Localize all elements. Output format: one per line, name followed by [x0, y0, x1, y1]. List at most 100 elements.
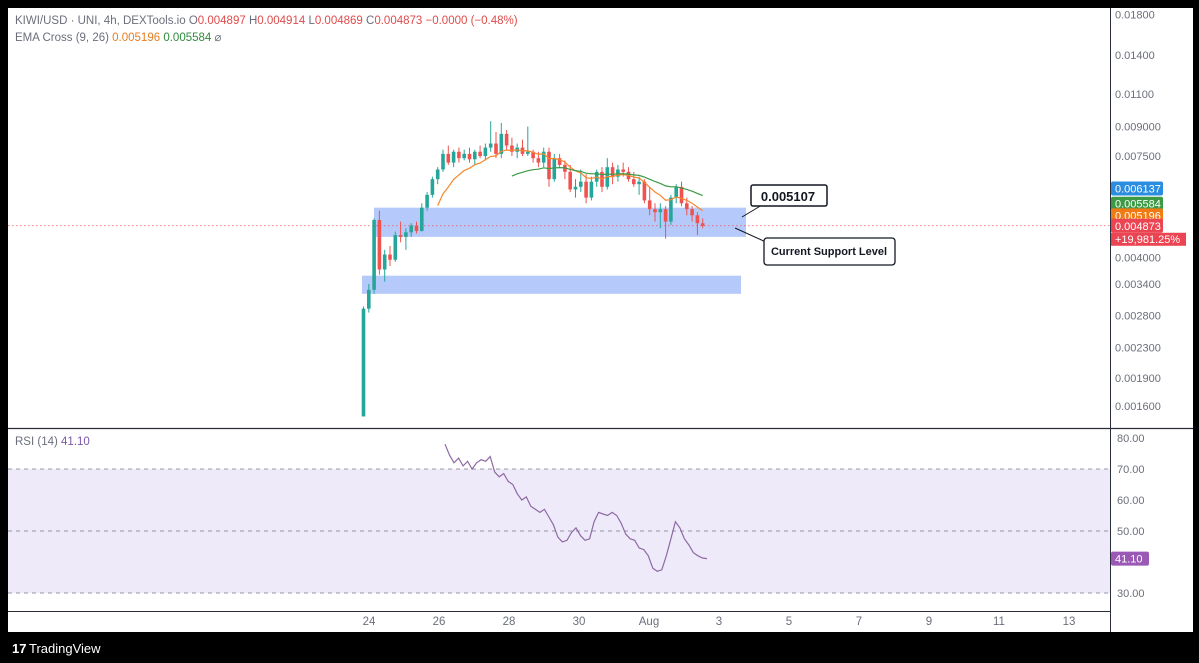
- candle-body: [690, 209, 694, 216]
- candle-body: [642, 181, 647, 201]
- tradingview-brand[interactable]: TradingView: [29, 641, 101, 656]
- candle-body: [499, 133, 504, 154]
- candle-body: [632, 179, 636, 185]
- symbol-legend[interactable]: KIWI/USD · UNI, 4h, DEXTools.io O0.00489…: [15, 15, 518, 27]
- candle-body: [388, 254, 392, 260]
- candle-body: [647, 200, 652, 210]
- ema-fast-value: 0.005196: [112, 32, 161, 44]
- candle-body: [361, 308, 366, 417]
- candle-body: [441, 153, 445, 170]
- rsi-tick-label: 30.00: [1117, 588, 1145, 600]
- price-tick-label: 0.003400: [1115, 279, 1161, 291]
- candle-body: [526, 151, 530, 154]
- low-value: 0.004869: [314, 15, 363, 27]
- candle-body: [467, 153, 472, 160]
- rsi-value: 41.10: [61, 436, 90, 448]
- price-badge-label: 0.005584: [1115, 199, 1161, 211]
- rsi-legend[interactable]: RSI (14) 41.10: [15, 436, 90, 448]
- price-badge: [1111, 196, 1163, 211]
- rsi-badge-label: 41.10: [1115, 554, 1143, 566]
- candle-body: [372, 220, 376, 290]
- support-label-text: Current Support Level: [771, 246, 887, 258]
- candle-body: [488, 143, 493, 148]
- candle-body: [409, 225, 413, 233]
- time-tick-label: 13: [1063, 616, 1076, 628]
- time-tick-label: 5: [786, 616, 792, 628]
- candle-body: [568, 171, 572, 190]
- time-tick-label: 7: [856, 616, 862, 628]
- candle-body: [504, 133, 509, 146]
- candle-body: [695, 215, 700, 224]
- candle-body: [653, 209, 657, 213]
- candle-body: [435, 169, 440, 180]
- rsi-badge: [1111, 551, 1149, 566]
- rsi-tick-label: 70.00: [1117, 464, 1145, 476]
- time-tick-label: Aug: [639, 616, 659, 628]
- rsi-tick-label: 60.00: [1117, 495, 1145, 507]
- candle-body: [552, 158, 557, 180]
- candle-body: [674, 186, 678, 198]
- candle-body: [398, 235, 403, 237]
- rsi-tick-label: 80.00: [1117, 433, 1145, 445]
- candle-body: [382, 254, 387, 270]
- candle-body: [483, 147, 488, 157]
- candle-body: [446, 153, 451, 163]
- support-label-box: [763, 237, 896, 266]
- support-zone-lower: [362, 275, 741, 294]
- candle-body: [579, 181, 583, 187]
- candle-body: [541, 151, 546, 163]
- candle-body: [573, 186, 578, 190]
- candle-body: [589, 181, 594, 198]
- candle-body: [478, 151, 482, 157]
- footer-bar: 17 TradingView: [0, 632, 1199, 663]
- candle-body: [531, 151, 535, 159]
- candle-body: [377, 220, 382, 270]
- candle-body: [451, 151, 456, 163]
- candle-body: [425, 194, 429, 208]
- candle-body: [658, 209, 663, 213]
- price-callout-box: [750, 184, 828, 207]
- close-label: C: [366, 15, 375, 27]
- rsi-tick-label: 50.00: [1117, 526, 1145, 538]
- time-tick-label: 30: [573, 616, 586, 628]
- price-badge: [1111, 181, 1163, 196]
- candle-body: [414, 225, 419, 231]
- pct-change-label: +19,981.25%: [1115, 234, 1180, 246]
- open-value: 0.004897: [197, 15, 246, 27]
- time-tick-label: 24: [363, 616, 376, 628]
- rsi-band: [8, 469, 1110, 593]
- price-tick-label: 0.001600: [1115, 401, 1161, 413]
- price-tick-label: 0.01800: [1115, 9, 1155, 21]
- candle-body: [462, 153, 466, 159]
- candle-body: [663, 209, 668, 222]
- symbol-title: KIWI/USD · UNI, 4h, DEXTools.io: [15, 15, 186, 27]
- candle-body: [679, 186, 684, 204]
- candle-body: [510, 145, 514, 152]
- candle-body: [621, 169, 625, 172]
- candle-body: [557, 158, 562, 165]
- price-badge-label: 0.004873: [1115, 221, 1161, 233]
- candle-body: [616, 169, 620, 177]
- tradingview-logo-icon[interactable]: 17: [12, 641, 27, 656]
- candle-body: [367, 289, 371, 309]
- price-tick-label: 0.007500: [1115, 151, 1161, 163]
- settings-icon[interactable]: ⌀: [214, 32, 222, 44]
- ema-legend[interactable]: EMA Cross (9, 26) 0.005196 0.005584 ⌀: [15, 30, 221, 44]
- candle-body: [393, 235, 398, 260]
- candle-body: [494, 143, 498, 154]
- price-tick-label: 0.002300: [1115, 342, 1161, 354]
- price-badge: [1111, 218, 1163, 233]
- candle-body: [669, 197, 673, 222]
- price-tick-label: 0.01100: [1115, 89, 1154, 101]
- time-tick-label: 28: [503, 616, 516, 628]
- price-tick-label: 0.001900: [1115, 373, 1161, 385]
- rsi-line: [444, 443, 708, 572]
- high-label: H: [248, 15, 258, 27]
- change-value: −0.0000 (−0.48%): [425, 15, 518, 27]
- high-value: 0.004914: [257, 15, 306, 27]
- rsi-title: RSI (14): [15, 436, 58, 448]
- candle-body: [700, 223, 705, 226]
- price-callout-text: 0.005107: [761, 189, 815, 204]
- pct-change-badge: [1111, 232, 1186, 246]
